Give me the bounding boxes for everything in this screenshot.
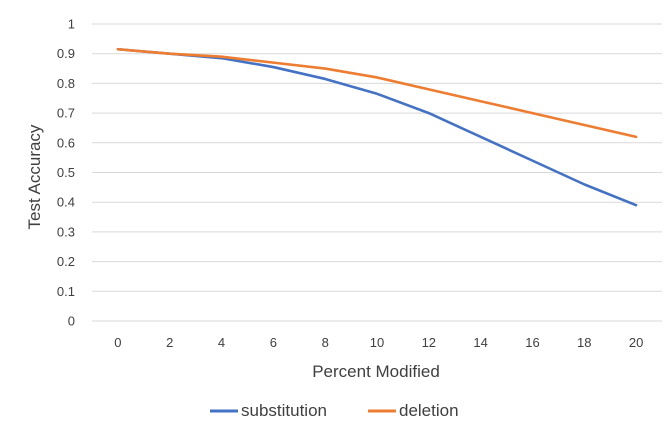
x-tick-label: 14 xyxy=(473,335,487,350)
gridlines xyxy=(92,23,662,322)
x-tick-label: 2 xyxy=(166,335,173,350)
y-tick-label: 0.4 xyxy=(57,195,75,210)
legend: substitution deletion xyxy=(210,401,459,420)
x-axis-ticks: 0 2 4 6 8 10 12 14 16 18 20 xyxy=(114,335,643,350)
x-tick-label: 0 xyxy=(114,335,121,350)
x-axis-title: Percent Modified xyxy=(312,362,440,381)
x-tick-label: 4 xyxy=(218,335,225,350)
x-tick-label: 18 xyxy=(577,335,591,350)
x-tick-label: 8 xyxy=(322,335,329,350)
series-line-deletion xyxy=(116,47,638,139)
y-tick-label: 0.1 xyxy=(57,284,75,299)
y-tick-label: 0.3 xyxy=(57,224,75,239)
legend-label-deletion: deletion xyxy=(399,401,459,420)
y-tick-label: 0.5 xyxy=(57,165,75,180)
y-tick-label: 0.6 xyxy=(57,135,75,150)
y-tick-label: 0.8 xyxy=(57,76,75,91)
series-line-substitution xyxy=(116,47,638,207)
legend-label-substitution: substitution xyxy=(241,401,327,420)
series-lines xyxy=(116,47,638,207)
y-tick-label: 1 xyxy=(68,17,75,32)
x-tick-label: 12 xyxy=(422,335,436,350)
y-tick-label: 0.2 xyxy=(57,254,75,269)
y-axis-ticks: 0 0.1 0.2 0.3 0.4 0.5 0.6 0.7 0.8 0.9 1 xyxy=(57,17,75,329)
x-tick-label: 16 xyxy=(525,335,539,350)
x-tick-label: 10 xyxy=(370,335,384,350)
y-tick-label: 0.9 xyxy=(57,46,75,61)
y-tick-label: 0.7 xyxy=(57,106,75,121)
x-tick-label: 6 xyxy=(270,335,277,350)
x-tick-label: 20 xyxy=(629,335,643,350)
y-axis-title: Test Accuracy xyxy=(25,124,44,229)
y-tick-label: 0 xyxy=(68,314,75,329)
